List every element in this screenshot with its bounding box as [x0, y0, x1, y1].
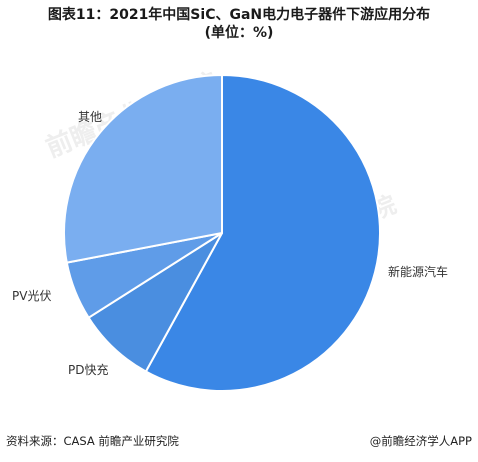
chart-title-line-2: (单位：%) — [204, 25, 274, 41]
label-pv-photovoltaic: PV光伏 — [12, 289, 51, 303]
label-pd-fast-charging: PD快充 — [68, 362, 108, 377]
slice-new-energy-vehicles — [144, 74, 381, 392]
label-new-energy-vehicles: 新能源汽车 — [388, 264, 448, 279]
chart-title: 图表11：2021年中国SiC、GaN电力电子器件下游应用分布 (单位：%) — [0, 6, 478, 42]
source-note: 资料来源：CASA 前瞻产业研究院 — [6, 434, 179, 448]
pie-labels: 新能源汽车 PD快充 PV光伏 其他 — [12, 110, 448, 377]
slice-other — [63, 74, 223, 264]
brand-credit: @前瞻经济学人APP — [369, 434, 472, 448]
chart-title-line-1: 图表11：2021年中国SiC、GaN电力电子器件下游应用分布 — [47, 7, 431, 23]
label-other: 其他 — [78, 110, 102, 124]
pie-slices — [63, 74, 381, 392]
